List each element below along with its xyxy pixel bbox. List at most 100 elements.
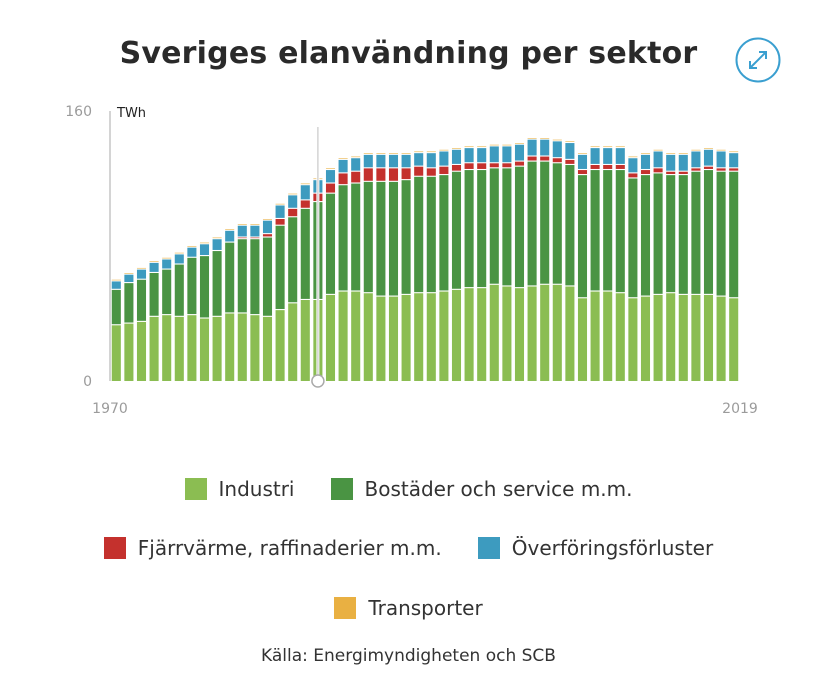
bar-fjarrvarme-2007[interactable] (577, 170, 588, 175)
bar-industri-1993[interactable] (401, 294, 411, 381)
bar-bostader-2001[interactable] (502, 168, 512, 286)
bar-industri-2012[interactable] (640, 296, 651, 382)
bar-fjarrvarme-1987[interactable] (325, 183, 336, 193)
bar-transporter-2003[interactable] (527, 138, 537, 139)
bar-bostader-2011[interactable] (628, 178, 638, 298)
bar-transporter-1998[interactable] (464, 146, 474, 148)
bar-industri-2013[interactable] (653, 294, 663, 381)
bar-bostader-1995[interactable] (426, 176, 436, 293)
bar-bostader-2014[interactable] (666, 175, 676, 293)
bar-industri-1982[interactable] (262, 316, 273, 382)
bar-overforing-2019[interactable] (729, 153, 739, 168)
bar-transporter-1999[interactable] (477, 146, 487, 148)
bar-fjarrvarme-2005[interactable] (552, 158, 562, 163)
bar-overforing-1988[interactable] (338, 159, 348, 173)
legend-industri[interactable]: Industri (184, 477, 295, 501)
bar-bostader-1997[interactable] (451, 171, 462, 289)
bar-fjarrvarme-2017[interactable] (703, 166, 714, 169)
bar-industri-2004[interactable] (540, 284, 550, 381)
bar-bostader-2019[interactable] (729, 171, 739, 298)
bar-fjarrvarme-2004[interactable] (540, 156, 550, 161)
bar-bostader-1985[interactable] (300, 208, 310, 299)
bar-overforing-1974[interactable] (162, 259, 172, 269)
bar-overforing-1970[interactable] (111, 281, 121, 289)
bar-overforing-1995[interactable] (426, 153, 436, 168)
bar-bostader-1973[interactable] (149, 273, 159, 316)
bar-bostader-1990[interactable] (363, 181, 373, 293)
bar-industri-2015[interactable] (678, 294, 688, 381)
bar-overforing-2007[interactable] (577, 154, 588, 169)
bar-bostader-2015[interactable] (678, 175, 688, 294)
bar-bostader-2002[interactable] (514, 166, 525, 288)
bar-overforing-2000[interactable] (489, 146, 499, 163)
bar-overforing-1979[interactable] (225, 230, 235, 242)
bar-fjarrvarme-1993[interactable] (401, 168, 411, 180)
bar-fjarrvarme-2018[interactable] (716, 168, 726, 171)
bar-transporter-1992[interactable] (388, 153, 399, 154)
bar-overforing-1999[interactable] (477, 148, 487, 163)
bar-bostader-2005[interactable] (552, 163, 562, 284)
bar-industri-2010[interactable] (615, 293, 625, 381)
bar-transporter-1975[interactable] (174, 252, 184, 254)
bar-overforing-2003[interactable] (527, 139, 537, 156)
bar-industri-1979[interactable] (225, 313, 235, 382)
bar-overforing-1976[interactable] (187, 247, 197, 257)
bar-fjarrvarme-1983[interactable] (275, 219, 285, 225)
bar-fjarrvarme-2012[interactable] (640, 170, 651, 175)
bar-transporter-2014[interactable] (666, 153, 676, 154)
bar-overforing-1975[interactable] (174, 254, 184, 264)
bar-overforing-2013[interactable] (653, 151, 663, 168)
bar-bostader-1974[interactable] (162, 269, 172, 315)
bar-fjarrvarme-2002[interactable] (514, 161, 525, 166)
bar-fjarrvarme-2001[interactable] (502, 163, 512, 168)
bar-overforing-1990[interactable] (363, 154, 373, 168)
bar-bostader-2003[interactable] (527, 161, 537, 286)
bar-overforing-2005[interactable] (552, 141, 562, 158)
bar-overforing-2016[interactable] (691, 151, 701, 168)
legend-transporter[interactable]: Transporter (334, 596, 483, 620)
bar-bostader-1993[interactable] (401, 180, 411, 294)
bar-industri-1971[interactable] (124, 323, 134, 382)
bar-overforing-1989[interactable] (351, 158, 361, 171)
bar-industri-2003[interactable] (527, 286, 537, 382)
bar-overforing-1984[interactable] (288, 195, 298, 208)
bar-transporter-1985[interactable] (300, 183, 310, 185)
bar-overforing-2004[interactable] (540, 139, 550, 156)
bar-overforing-2012[interactable] (640, 154, 651, 169)
bar-overforing-2015[interactable] (678, 154, 688, 171)
bar-overforing-2017[interactable] (703, 149, 714, 166)
bar-industri-1976[interactable] (187, 315, 197, 381)
bar-overforing-2008[interactable] (590, 148, 600, 164)
bar-overforing-2011[interactable] (628, 158, 638, 173)
bar-industri-2011[interactable] (628, 298, 638, 381)
bar-industri-2008[interactable] (590, 291, 600, 381)
bar-transporter-1977[interactable] (199, 242, 210, 244)
bar-overforing-1977[interactable] (199, 244, 210, 256)
bar-transporter-1979[interactable] (225, 229, 235, 230)
bar-transporter-1996[interactable] (439, 149, 449, 151)
bar-bostader-2018[interactable] (716, 171, 726, 296)
bar-industri-2000[interactable] (489, 284, 499, 381)
bar-fjarrvarme-1994[interactable] (414, 166, 424, 176)
bar-transporter-1981[interactable] (250, 224, 260, 225)
bar-bostader-1979[interactable] (225, 242, 235, 313)
bar-overforing-1981[interactable] (250, 225, 260, 237)
bar-bostader-1998[interactable] (464, 170, 474, 288)
bar-industri-1992[interactable] (388, 296, 399, 382)
bar-transporter-2012[interactable] (640, 153, 651, 154)
bar-bostader-1972[interactable] (136, 279, 147, 321)
bar-bostader-1984[interactable] (288, 217, 298, 303)
bar-fjarrvarme-2006[interactable] (565, 159, 575, 164)
bar-transporter-1995[interactable] (426, 151, 436, 153)
bar-fjarrvarme-1985[interactable] (300, 200, 310, 208)
bar-bostader-2012[interactable] (640, 175, 651, 296)
bar-bostader-1994[interactable] (414, 176, 424, 293)
bar-bostader-1983[interactable] (275, 225, 285, 310)
bar-transporter-1991[interactable] (376, 153, 386, 154)
bar-industri-2019[interactable] (729, 298, 739, 381)
bar-fjarrvarme-1989[interactable] (351, 171, 361, 183)
bar-transporter-2019[interactable] (729, 151, 739, 153)
bar-fjarrvarme-1984[interactable] (288, 208, 298, 217)
bar-industri-2007[interactable] (577, 298, 588, 381)
bar-overforing-1982[interactable] (262, 220, 273, 234)
